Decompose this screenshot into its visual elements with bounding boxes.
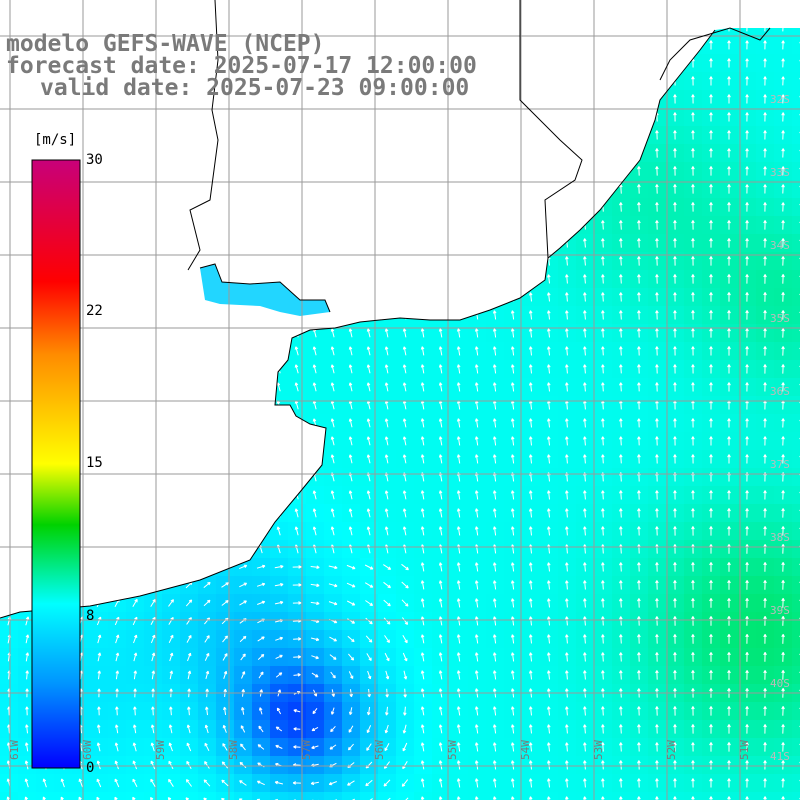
lon-label: 59W [154, 740, 167, 760]
coastline [0, 0, 771, 619]
lon-label: 55W [446, 740, 459, 760]
colorbar-unit: [m/s] [34, 132, 77, 148]
lon-labels: 61W 60W 59W 58W 57W 56W 55W 54W 53W 52W 51W [8, 740, 751, 760]
lat-labels: 32S 33S 34S 35S 36S 37S 38S 39S 40S 41S [770, 93, 790, 763]
lon-label: 53W [592, 740, 605, 760]
colorbar-tick-15: 15 [86, 455, 103, 471]
colorbar [31, 159, 81, 769]
title-forecast-date: forecast date: 2025-07-17 12:00:00 [6, 53, 477, 79]
title-valid-date: valid date: 2025-07-23 09:00:00 [40, 75, 470, 101]
lat-label: 38S [770, 531, 790, 544]
lon-label: 52W [665, 740, 678, 760]
lat-label: 40S [770, 677, 790, 690]
lat-label: 41S [770, 750, 790, 763]
lat-label: 34S [770, 239, 790, 252]
lat-label: 37S [770, 458, 790, 471]
colorbar-tick-22: 22 [86, 303, 103, 319]
lat-label: 32S [770, 93, 790, 106]
lon-label: 60W [81, 740, 94, 760]
lon-label: 54W [519, 740, 532, 760]
lon-label: 56W [373, 740, 386, 760]
lon-label: 57W [300, 740, 313, 760]
lat-label: 36S [770, 385, 790, 398]
colorbar-tick-0: 0 [86, 760, 95, 776]
title-model: modelo GEFS-WAVE (NCEP) [6, 31, 325, 57]
colorbar-tick-30: 30 [86, 152, 103, 168]
lat-label: 39S [770, 604, 790, 617]
lon-label: 58W [227, 740, 240, 760]
lon-label: 51W [738, 740, 751, 760]
lon-label: 61W [8, 740, 21, 760]
lat-label: 33S [770, 166, 790, 179]
colorbar-tick-8: 8 [86, 608, 95, 624]
lat-label: 35S [770, 312, 790, 325]
